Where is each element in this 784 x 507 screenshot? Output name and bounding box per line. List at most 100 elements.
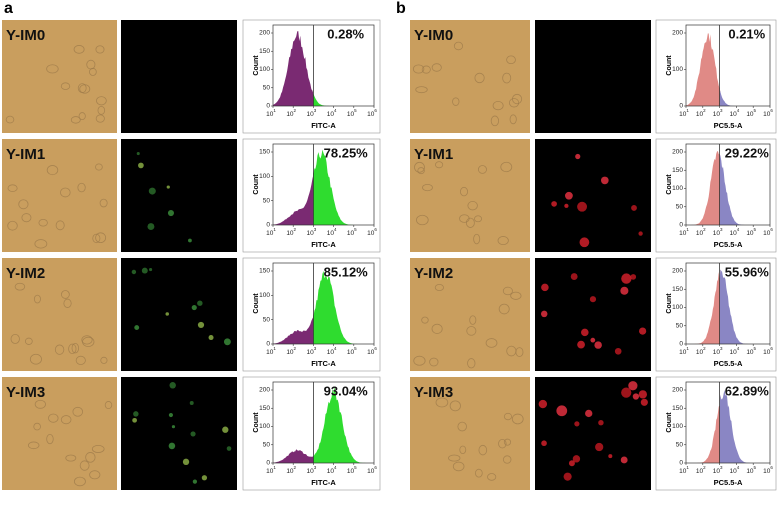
- y-tick-label: 0: [266, 460, 270, 467]
- x-tick-label: 101: [679, 108, 689, 118]
- x-tick-label: 102: [286, 108, 296, 118]
- x-tick-base: 10: [266, 349, 274, 356]
- x-tick-label: 104: [730, 227, 740, 237]
- y-tick-label: 0: [679, 460, 683, 467]
- fluorescent-cell: [138, 162, 144, 169]
- x-tick-base: 10: [266, 468, 274, 475]
- row-label: Y-IM1: [414, 146, 453, 163]
- x-tick-label: 102: [286, 465, 296, 475]
- x-tick-base: 10: [367, 111, 375, 118]
- x-tick-label: 103: [307, 227, 317, 237]
- x-tick-label: 106: [763, 346, 773, 356]
- fluorescent-cell: [222, 426, 229, 433]
- y-tick-label: 150: [259, 48, 270, 55]
- histogram-area: [686, 269, 721, 344]
- x-tick-base: 10: [713, 230, 721, 237]
- y-tick-label: 50: [263, 441, 271, 448]
- histogram-area: [686, 33, 721, 106]
- x-tick-base: 10: [730, 111, 738, 118]
- x-tick-label: 106: [367, 108, 377, 118]
- x-tick-base: 10: [730, 468, 738, 475]
- x-tick-base: 10: [367, 349, 375, 356]
- x-tick-base: 10: [327, 230, 335, 237]
- x-tick-exponent: 5: [354, 227, 357, 232]
- x-tick-exponent: 4: [737, 346, 740, 351]
- fluorescent-cell: [540, 310, 548, 318]
- x-tick-base: 10: [347, 349, 355, 356]
- cell: [474, 72, 485, 84]
- x-tick-label: 106: [763, 108, 773, 118]
- y-tick-label: 150: [259, 149, 270, 156]
- cell: [60, 187, 71, 198]
- cell: [473, 233, 481, 245]
- y-tick-label: 0: [679, 341, 683, 348]
- x-tick-exponent: 2: [294, 108, 297, 113]
- x-tick-label: 106: [367, 227, 377, 237]
- x-tick-exponent: 5: [754, 346, 757, 351]
- x-tick-base: 10: [286, 349, 294, 356]
- x-tick-label: 102: [696, 465, 706, 475]
- fluorescent-cell: [190, 431, 196, 437]
- fluorescent-cell: [589, 296, 597, 303]
- y-axis-label: Count: [666, 55, 673, 76]
- x-tick-label: 104: [730, 465, 740, 475]
- gate-percent: 85.12%: [324, 264, 369, 279]
- x-tick-base: 10: [679, 349, 687, 356]
- x-tick-exponent: 4: [334, 346, 337, 351]
- cell: [474, 215, 483, 223]
- gate-percent: 93.04%: [324, 383, 369, 398]
- x-tick-label: 105: [746, 108, 756, 118]
- x-tick-base: 10: [307, 230, 315, 237]
- x-tick-label: 101: [679, 346, 689, 356]
- cell: [478, 444, 488, 456]
- cell: [92, 233, 101, 244]
- fluorescent-cell: [197, 321, 205, 329]
- fluorescent-cell: [631, 205, 637, 211]
- cell: [498, 438, 507, 449]
- x-tick-base: 10: [266, 230, 274, 237]
- fluorescent-cell: [608, 454, 613, 459]
- cell: [431, 63, 442, 72]
- panel-label: a: [4, 0, 13, 17]
- plot-frame: [272, 262, 375, 345]
- cell: [27, 441, 40, 450]
- fluorescent-cell: [563, 472, 572, 481]
- x-tick-base: 10: [307, 349, 315, 356]
- row-label: Y-IM3: [6, 384, 45, 401]
- fluorescent-cell: [192, 479, 198, 484]
- x-tick-exponent: 5: [754, 108, 757, 113]
- cell: [415, 86, 428, 94]
- cell: [81, 335, 93, 345]
- cell: [73, 476, 86, 487]
- x-tick-base: 10: [347, 230, 355, 237]
- x-axis-label: FITC-A: [311, 478, 336, 487]
- histogram-box: [242, 257, 381, 372]
- x-tick-exponent: 6: [374, 227, 377, 232]
- cell: [435, 161, 444, 169]
- plot-frame: [272, 24, 375, 107]
- cell: [459, 186, 469, 197]
- y-tick-label: 100: [672, 304, 683, 311]
- fluorescent-cell: [614, 347, 622, 355]
- cell: [97, 105, 106, 115]
- fluorescent-cell: [169, 382, 176, 389]
- fluorescence-image: [535, 377, 651, 490]
- cell: [10, 333, 20, 344]
- x-tick-exponent: 2: [703, 346, 706, 351]
- y-axis-label: Count: [253, 293, 260, 314]
- cell: [33, 422, 41, 431]
- x-tick-label: 104: [327, 227, 337, 237]
- y-axis-label: Count: [253, 174, 260, 195]
- x-tick-exponent: 4: [334, 465, 337, 470]
- gate-percent: 55.96%: [725, 264, 770, 279]
- cell: [502, 286, 513, 296]
- y-tick-label: 100: [259, 66, 270, 73]
- fluorescent-cell: [565, 191, 573, 200]
- brightfield-image: [410, 258, 530, 371]
- fluorescent-cell: [620, 286, 629, 295]
- cell: [73, 45, 85, 54]
- fluorescent-cell: [564, 203, 569, 208]
- x-axis-label: FITC-A: [311, 240, 336, 249]
- cell: [435, 397, 449, 408]
- y-tick-label: 150: [672, 286, 683, 293]
